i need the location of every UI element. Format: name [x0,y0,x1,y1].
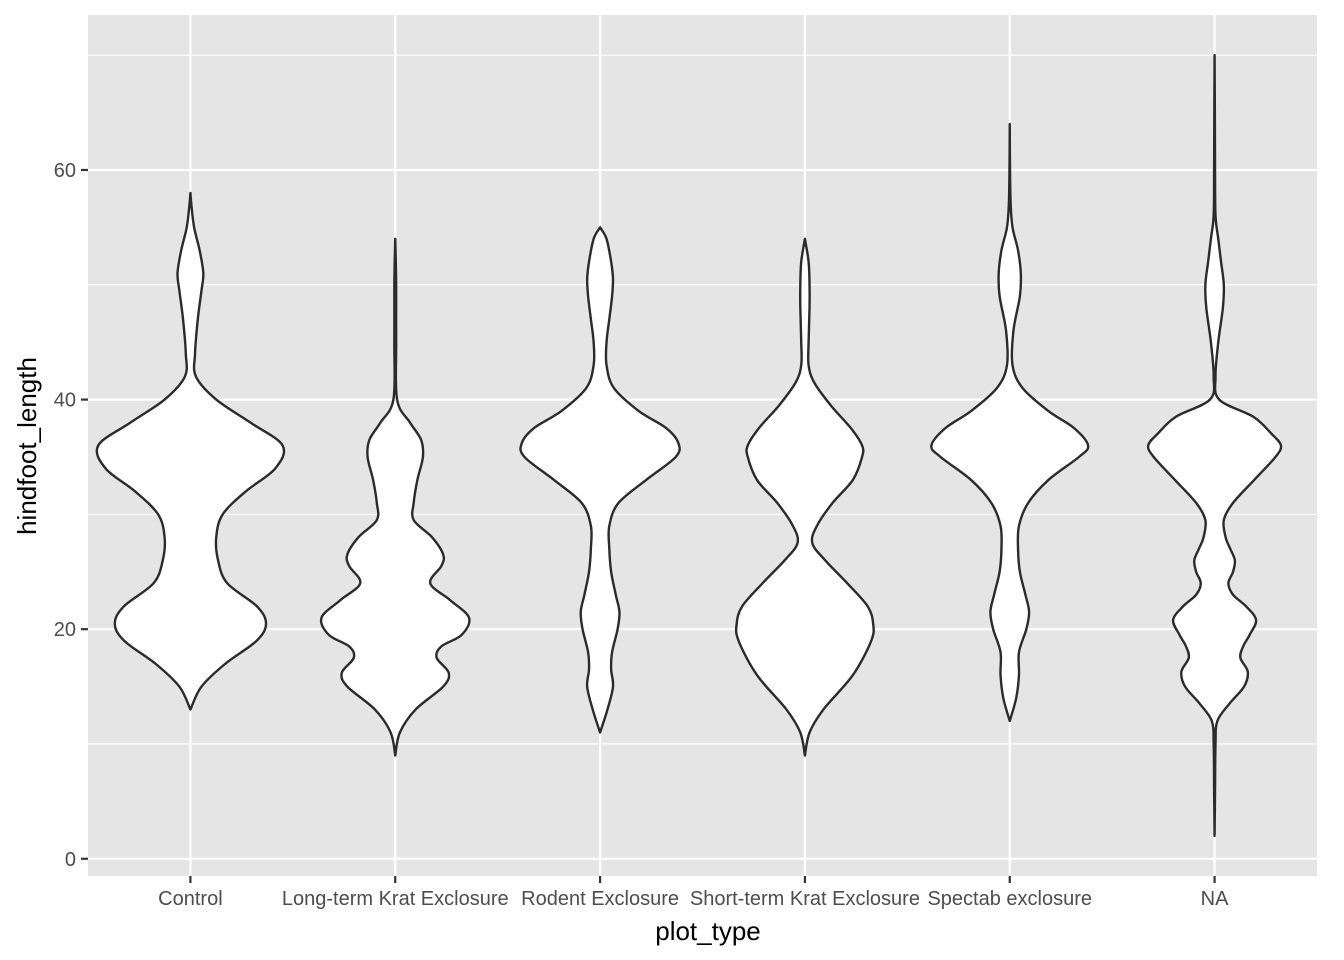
x-tick-label: Rodent Exclosure [521,888,679,910]
violin-5 [930,122,1090,723]
y-axis-title: hindfoot_length [12,357,42,535]
y-tick-label: 20 [54,619,76,641]
y-axis: 0 20 40 60 [54,160,88,871]
x-tick-label: Short-term Krat Exclosure [690,888,920,910]
violins [95,53,1283,838]
y-tick-label: 0 [65,849,76,871]
violin-4 [734,237,875,757]
violin-1 [95,191,286,711]
violin-2 [319,237,471,757]
violin-6 [1146,53,1283,838]
y-tick-label: 40 [54,390,76,412]
x-tick-label: Spectab exclosure [927,888,1092,910]
violin-3 [519,226,681,734]
x-axis-title: plot_type [655,916,761,946]
x-tick-label: NA [1201,888,1229,910]
x-axis: Control Long-term Krat Exclosure Rodent Ex… [158,876,1229,910]
x-tick-label: Control [158,888,222,910]
y-tick-label: 60 [54,160,76,182]
x-tick-label: Long-term Krat Exclosure [282,888,509,910]
minor-gridlines [88,54,1317,745]
panel-background [88,15,1317,876]
